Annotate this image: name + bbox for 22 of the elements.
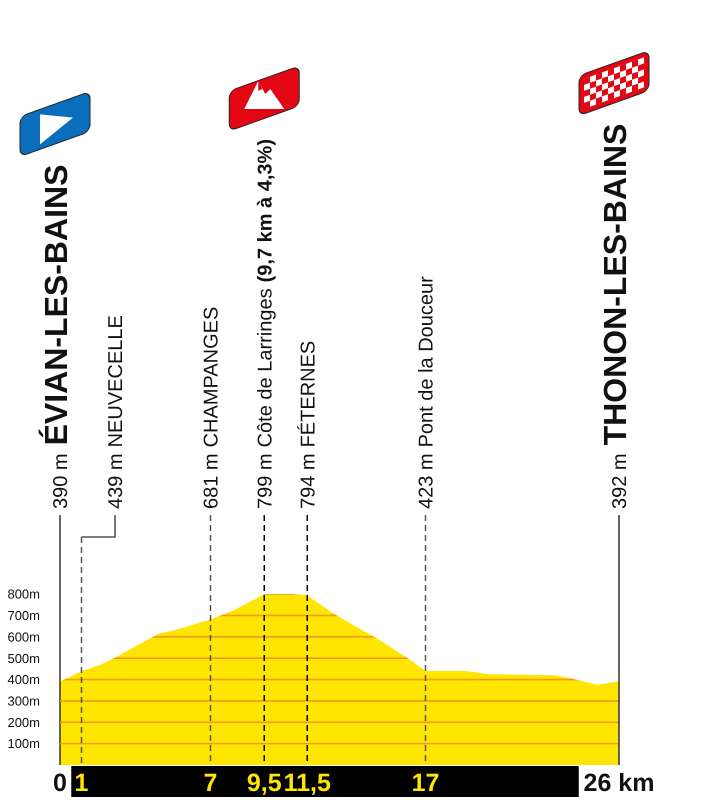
y-tick-label: 200m (7, 714, 40, 730)
x-tick-label: 9,5 (246, 769, 282, 797)
y-tick-label: 700m (7, 608, 40, 624)
y-tick-label: 800m (7, 586, 40, 602)
y-tick-label: 500m (7, 650, 40, 666)
y-tick-label: 600m (7, 629, 40, 644)
ref-line-label: 423 m Pont de la Douceur (416, 276, 438, 509)
x-tick-label: 1 (74, 769, 89, 797)
x-tick-label: 17 (412, 769, 440, 797)
ref-line-label: 794 m FÉTERNES (296, 340, 320, 509)
x-tick-label: 26 km (584, 769, 654, 797)
y-tick-label: 400m (7, 672, 40, 688)
x-tick-label: 7 (204, 769, 218, 797)
y-tick-label: 100m (7, 736, 40, 752)
x-tick-label: 0 (53, 769, 67, 797)
ref-line-label: 392 m THONON-LES-BAINS (597, 124, 633, 509)
ref-line-label: 681 m CHAMPANGES (200, 306, 222, 509)
ref-line-label: 799 m Côte de Larringes (9,7 km à 4,3%) (254, 139, 276, 509)
x-tick-label: 11,5 (284, 769, 331, 797)
text: 390 m ÉVIAN-LES-BAINS (38, 164, 74, 509)
y-tick-label: 300m (7, 694, 40, 709)
ref-line-label: 439 m NEUVECELLE (105, 315, 127, 509)
